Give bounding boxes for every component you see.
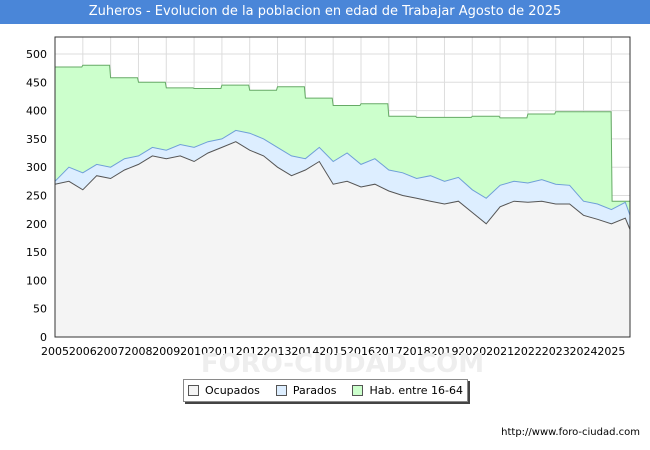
legend-label-parados: Parados: [292, 384, 337, 397]
x-tick-label: 2020: [458, 345, 486, 358]
x-tick-label: 2015: [319, 345, 347, 358]
legend-label-hab: Hab. entre 16-64: [369, 384, 463, 397]
y-tick-label: 150: [26, 246, 47, 259]
x-tick-label: 2024: [570, 345, 598, 358]
y-tick-label: 50: [33, 303, 47, 316]
y-tick-label: 300: [26, 161, 47, 174]
area-hab-line: [55, 64, 630, 202]
area-ocupados-line: [54, 141, 631, 230]
legend-swatch-hab: [352, 385, 364, 396]
x-tick-label: 2007: [97, 345, 125, 358]
y-tick-label: 450: [26, 76, 47, 89]
area-parados-line: [54, 129, 631, 216]
title-bar: Zuheros - Evolucion de la poblacion en e…: [0, 0, 650, 24]
y-tick-label: 350: [26, 133, 47, 146]
y-tick-label: 0: [40, 331, 47, 344]
source-url[interactable]: http://www.foro-ciudad.com: [501, 427, 640, 438]
x-tick-label: 2018: [403, 345, 431, 358]
x-tick-label: 2023: [542, 345, 570, 358]
y-tick-label: 400: [26, 105, 47, 118]
x-tick-label: 2014: [291, 345, 319, 358]
chart-title: Zuheros - Evolucion de la poblacion en e…: [88, 4, 562, 19]
x-tick-label: 2017: [375, 345, 403, 358]
x-tick-label: 2009: [152, 345, 180, 358]
x-tick-label: 2006: [69, 345, 97, 358]
x-tick-label: 2022: [514, 345, 542, 358]
series-areas: [54, 64, 631, 338]
y-tick-label: 500: [26, 48, 47, 61]
area-ocupados: [55, 141, 630, 337]
legend: Ocupados Parados Hab. entre 16-64: [183, 379, 468, 402]
x-tick-label: 2011: [208, 345, 236, 358]
x-tick-label: 2012: [236, 345, 264, 358]
x-tick-label: 2019: [430, 345, 458, 358]
legend-item-parados: Parados: [275, 384, 337, 397]
x-tick-label: 2021: [486, 345, 514, 358]
legend-item-ocupados: Ocupados: [187, 384, 260, 397]
plot-border: [54, 36, 631, 338]
y-tick-label: 100: [26, 274, 47, 287]
y-tick-label: 250: [26, 189, 47, 202]
x-tick-label: 2025: [597, 345, 625, 358]
x-tick-label: 2013: [264, 345, 292, 358]
x-tick-label: 2005: [41, 345, 69, 358]
x-tick-label: 2010: [180, 345, 208, 358]
legend-item-hab: Hab. entre 16-64: [352, 384, 463, 397]
x-tick-label: 2008: [124, 345, 152, 358]
legend-swatch-ocupados: [187, 385, 199, 396]
y-tick-label: 200: [26, 218, 47, 231]
legend-swatch-parados: [275, 385, 287, 396]
legend-label-ocupados: Ocupados: [204, 384, 260, 397]
x-tick-label: 2016: [347, 345, 375, 358]
watermark: FORO-CIUDAD.COM: [201, 349, 484, 379]
